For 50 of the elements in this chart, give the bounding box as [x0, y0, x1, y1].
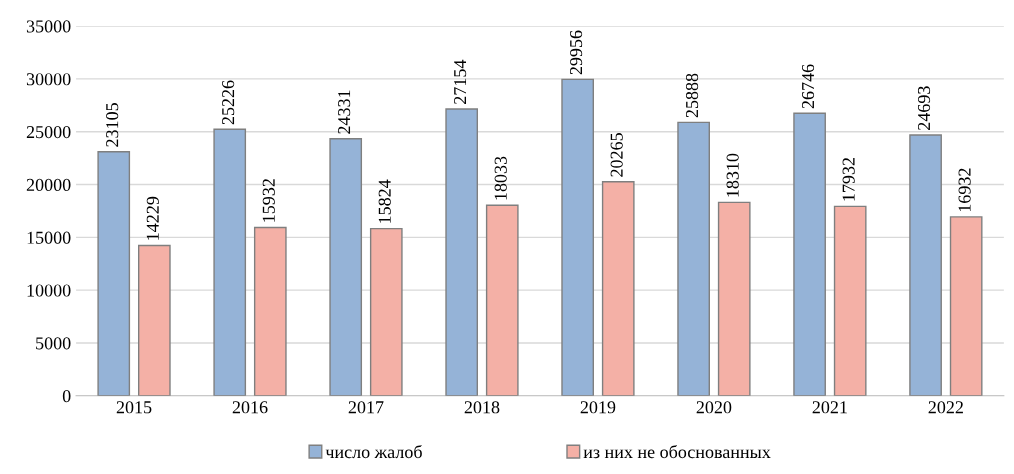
bar	[601, 181, 635, 396]
bar	[445, 108, 479, 396]
data-label: 20265	[610, 133, 623, 177]
bar	[137, 244, 171, 396]
x-tick-label: 2017	[348, 401, 384, 414]
x-tick-label: 2019	[580, 401, 616, 414]
data-label: 15824	[378, 179, 391, 223]
data-label: 17932	[842, 158, 855, 201]
data-label: 24693	[917, 86, 931, 130]
bar	[97, 151, 131, 396]
data-label: 25226	[222, 80, 235, 125]
y-tick-label: 0	[62, 390, 71, 403]
bar	[329, 138, 363, 396]
data-label: 14229	[146, 196, 159, 240]
legend-label: число жалоб	[325, 445, 422, 459]
x-tick-label: 2020	[696, 401, 732, 414]
legend-label: из них не обоснованных	[583, 445, 771, 459]
data-label: 27154	[454, 59, 467, 104]
data-label: 25888	[685, 73, 699, 118]
data-label: 24331	[338, 90, 351, 134]
bar	[717, 201, 751, 396]
y-tick-label: 10000	[27, 284, 71, 297]
data-label: 18033	[494, 156, 507, 200]
y-tick-label: 20000	[26, 178, 71, 191]
data-label: 26746	[801, 64, 815, 109]
bar	[485, 204, 519, 396]
x-tick-label: 2021	[812, 401, 847, 414]
x-tick-label: 2022	[928, 401, 963, 414]
bar	[833, 205, 867, 396]
data-label: 23105	[106, 103, 119, 147]
y-tick-label: 15000	[27, 231, 71, 244]
y-tick-label: 30000	[26, 73, 71, 86]
bar	[677, 121, 710, 396]
x-tick-label: 2015	[116, 401, 152, 414]
bar	[253, 226, 287, 396]
data-label: 16932	[958, 168, 971, 212]
data-label: 15932	[262, 179, 275, 222]
data-label: 18310	[726, 153, 739, 197]
x-tick-label: 2016	[232, 401, 268, 414]
bar	[909, 134, 942, 396]
bar	[793, 112, 826, 396]
y-tick-label: 35000	[26, 20, 71, 33]
y-tick-label: 5000	[36, 337, 71, 350]
bar	[949, 216, 983, 396]
bar	[213, 128, 247, 396]
bar	[369, 227, 403, 396]
x-tick-label: 2018	[464, 401, 500, 414]
bar	[561, 78, 594, 396]
data-label: 29956	[570, 30, 583, 75]
y-tick-label: 25000	[26, 125, 71, 139]
